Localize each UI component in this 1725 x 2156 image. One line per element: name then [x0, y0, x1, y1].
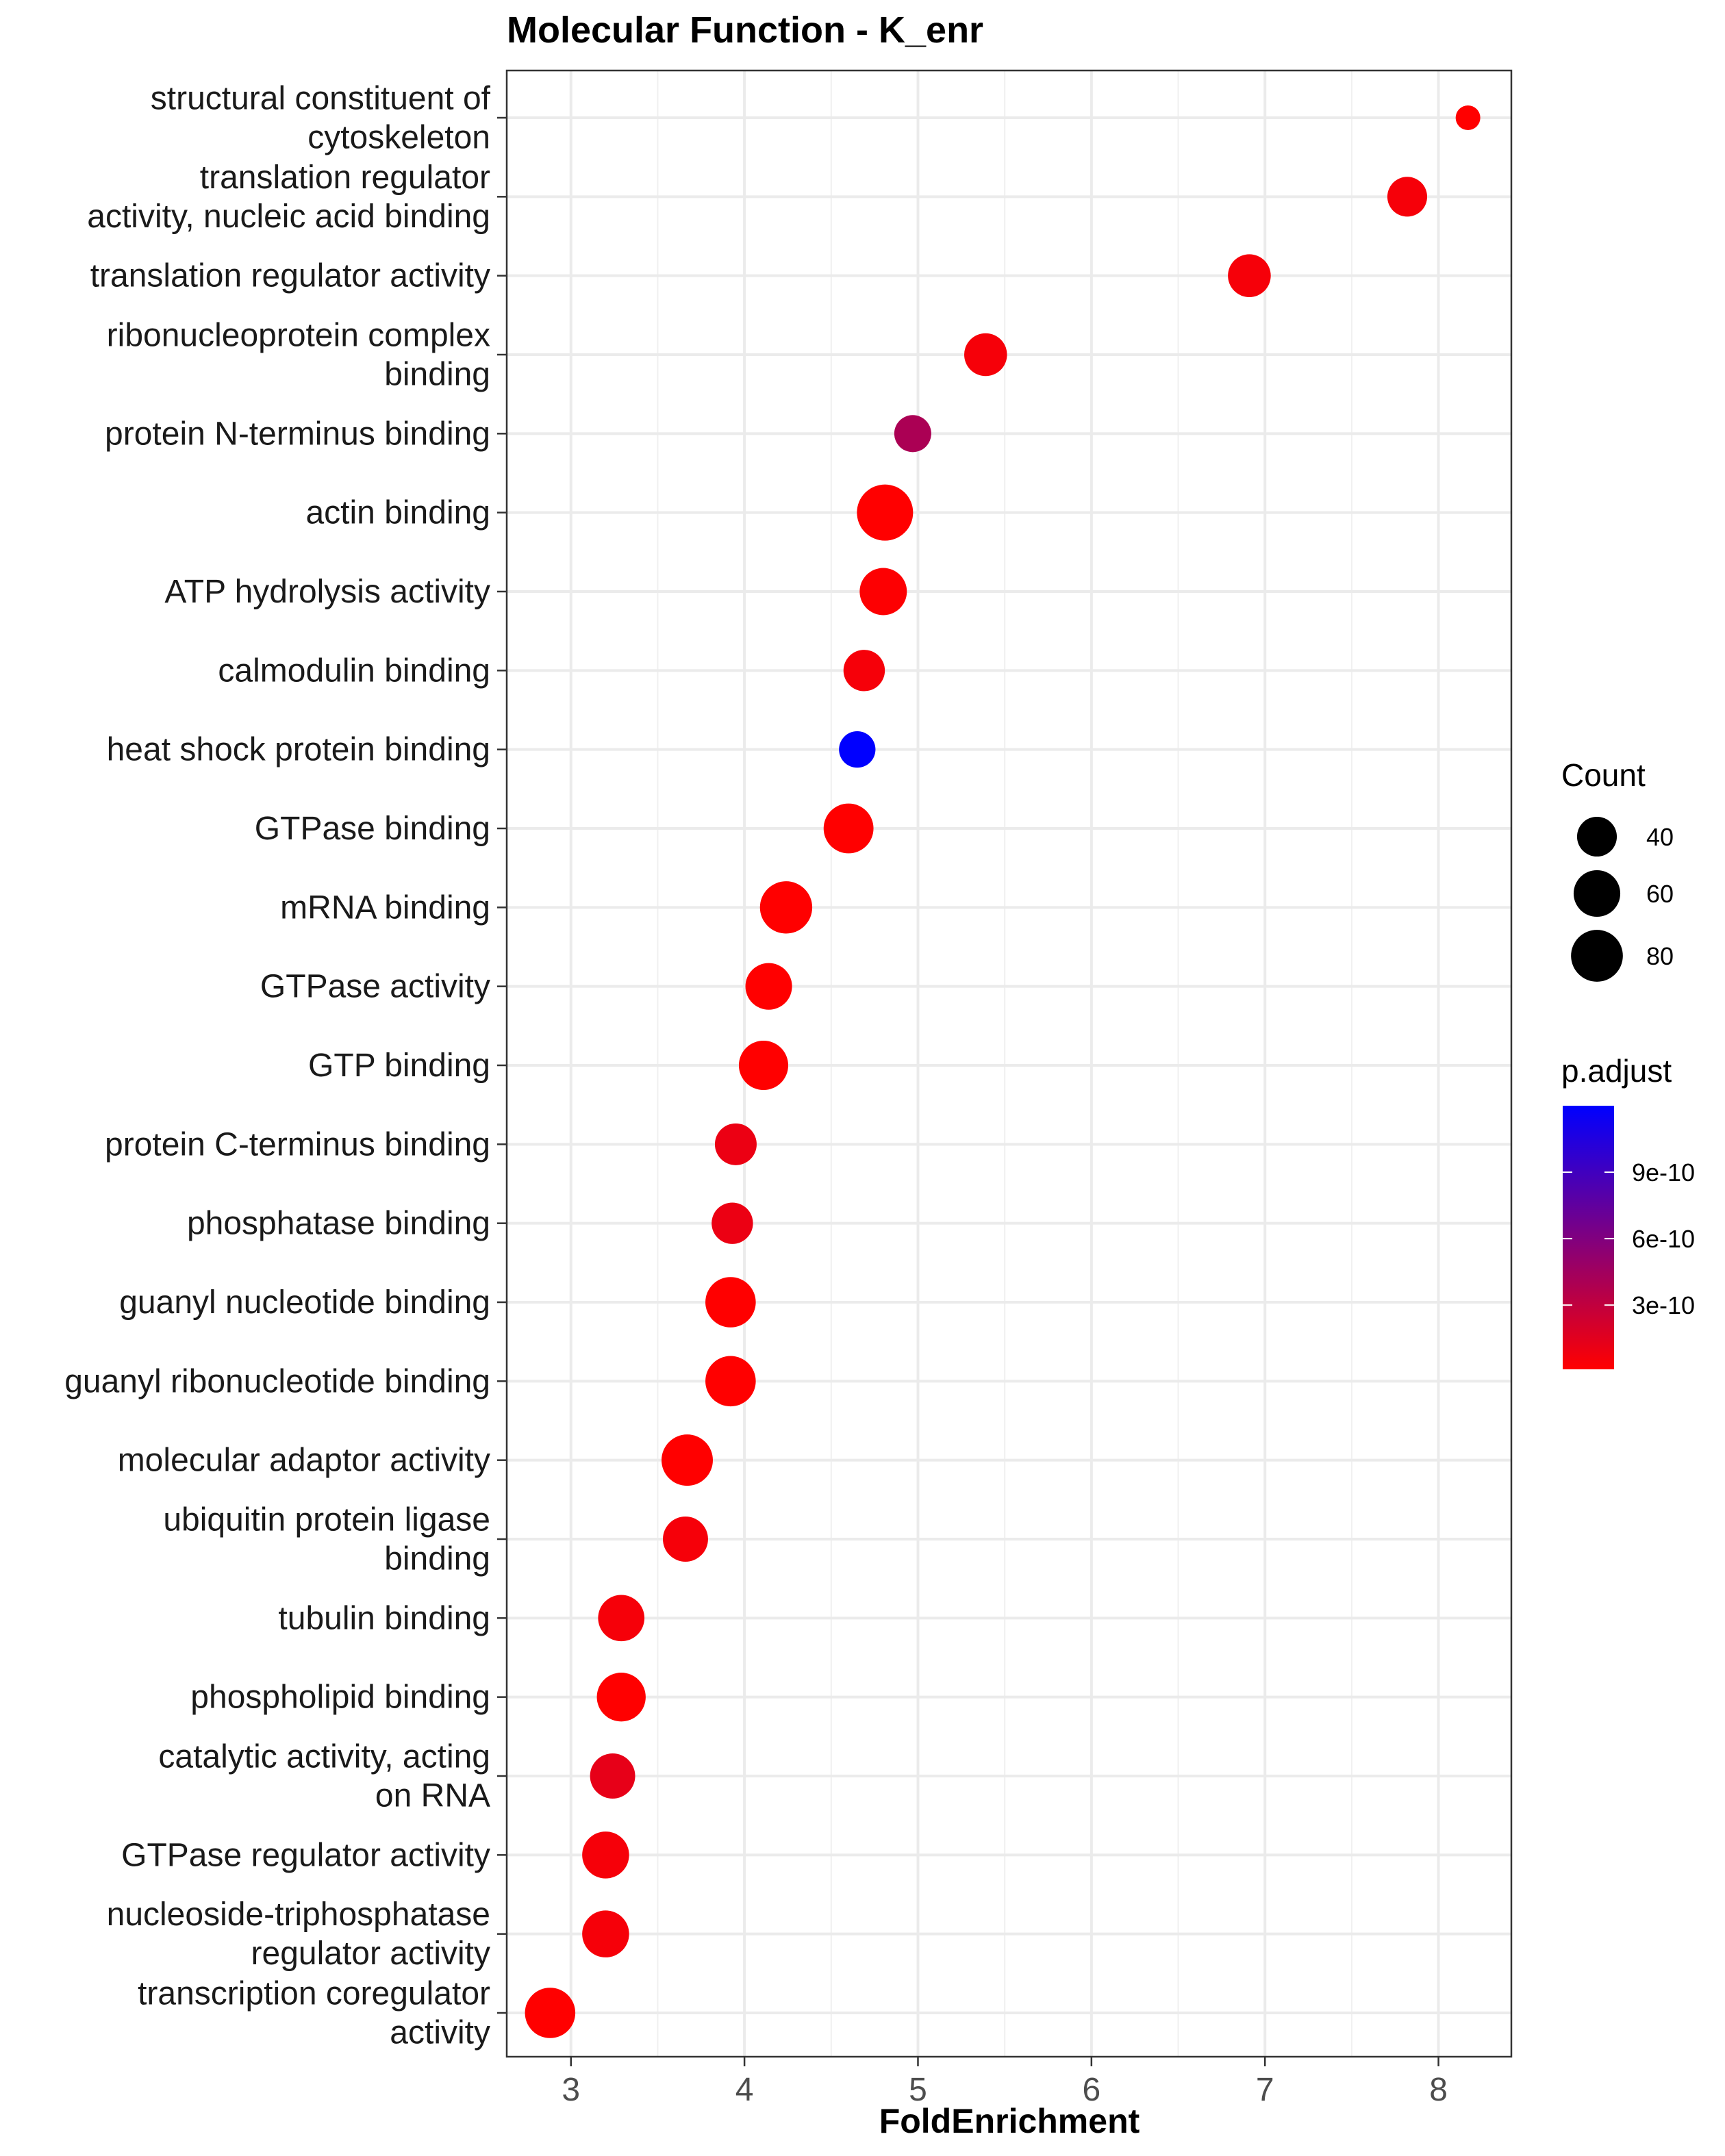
data-point: [705, 1356, 756, 1407]
y-tick-label: transcription coregulator activity: [138, 1976, 490, 2051]
color-legend: p.adjust 3e-10 6e-10 9e-10: [1561, 1053, 1695, 1369]
data-point: [598, 1595, 645, 1642]
y-tick-label: translation regulator activity, nucleic a…: [87, 160, 490, 235]
y-tick-label: phosphatase binding: [187, 1206, 490, 1242]
color-legend-title: p.adjust: [1561, 1053, 1672, 1089]
x-tick-label: 6: [1082, 2072, 1100, 2108]
size-legend: Count 40 60 80: [1561, 757, 1674, 982]
color-bar: [1563, 1106, 1614, 1369]
data-point: [745, 963, 792, 1010]
y-tick-label: protein N-terminus binding: [105, 416, 490, 452]
data-point: [1228, 254, 1271, 297]
y-tick-label: phospholipid binding: [190, 1679, 490, 1716]
y-tick-label: tubulin binding: [278, 1600, 490, 1636]
plot-panel: [505, 69, 1513, 2058]
data-point: [663, 1517, 708, 1562]
data-point: [1387, 177, 1428, 217]
x-tick-label: 5: [909, 2072, 927, 2108]
y-tick-label: GTPase activity: [260, 969, 490, 1005]
data-point: [582, 1910, 629, 1957]
x-tick-label: 4: [735, 2072, 754, 2108]
panel-background: [507, 71, 1511, 2057]
y-tick-label: ATP hydrolysis activity: [164, 574, 490, 610]
data-point: [857, 484, 914, 541]
size-legend-key: [1573, 870, 1621, 917]
y-tick-label: ubiquitin protein ligase binding: [163, 1502, 490, 1577]
x-tick-label: 8: [1429, 2072, 1448, 2108]
chart-title: Molecular Function - K_enr: [507, 10, 983, 51]
x-axis: 3 4 5 6 7 8: [562, 2057, 1448, 2108]
size-legend-key: [1571, 930, 1623, 982]
data-point: [964, 333, 1007, 377]
y-tick-label: molecular adaptor activity: [118, 1443, 490, 1479]
y-tick-label: actin binding: [305, 495, 490, 531]
data-point: [590, 1753, 635, 1799]
data-point: [823, 803, 874, 854]
size-legend-title: Count: [1561, 757, 1646, 793]
y-tick-label: GTPase binding: [255, 811, 490, 847]
data-point: [525, 1988, 576, 2038]
y-tick-label: nucleoside-triphosphatase regulator activ…: [107, 1897, 490, 1972]
y-tick-label: calmodulin binding: [218, 652, 490, 689]
x-tick-label: 3: [562, 2072, 580, 2108]
data-point: [894, 415, 931, 453]
data-point: [839, 731, 876, 768]
data-point: [714, 1123, 757, 1165]
data-point: [705, 1277, 756, 1328]
data-point: [596, 1673, 646, 1722]
size-legend-label: 80: [1646, 942, 1674, 970]
data-point: [662, 1434, 713, 1486]
y-tick-label: structural constituent of cytoskeleton: [151, 81, 491, 156]
data-point: [859, 568, 907, 616]
panel-border: [505, 69, 1513, 2058]
color-legend-label: 9e-10: [1632, 1158, 1695, 1187]
x-axis-title: FoldEnrichment: [879, 2102, 1140, 2140]
y-tick-label: ribonucleoprotein complex binding: [107, 318, 490, 393]
y-tick-label: mRNA binding: [280, 889, 490, 926]
y-axis-labels: structural constituent of cytoskeletontra…: [64, 81, 507, 2051]
data-point: [582, 1831, 629, 1879]
data-point: [738, 1040, 789, 1091]
size-legend-key: [1576, 816, 1617, 857]
data-point: [843, 650, 885, 692]
y-tick-label: guanyl nucleotide binding: [119, 1284, 490, 1321]
x-tick-label: 7: [1256, 2072, 1274, 2108]
size-legend-label: 60: [1646, 880, 1674, 908]
y-tick-label: GTPase regulator activity: [121, 1837, 490, 1873]
y-tick-label: GTP binding: [308, 1048, 490, 1084]
y-tick-label: catalytic activity, acting on RNA: [158, 1739, 490, 1814]
y-tick-label: protein C-terminus binding: [105, 1126, 490, 1163]
y-tick-label: translation regulator activity: [90, 258, 490, 294]
data-point: [759, 881, 813, 934]
y-tick-label: guanyl ribonucleotide binding: [64, 1363, 490, 1399]
data-point: [1455, 105, 1481, 130]
y-tick-label: heat shock protein binding: [107, 732, 490, 768]
color-legend-label: 6e-10: [1632, 1225, 1695, 1253]
data-point: [712, 1202, 753, 1244]
size-legend-label: 40: [1646, 823, 1674, 851]
color-legend-label: 3e-10: [1632, 1291, 1695, 1319]
